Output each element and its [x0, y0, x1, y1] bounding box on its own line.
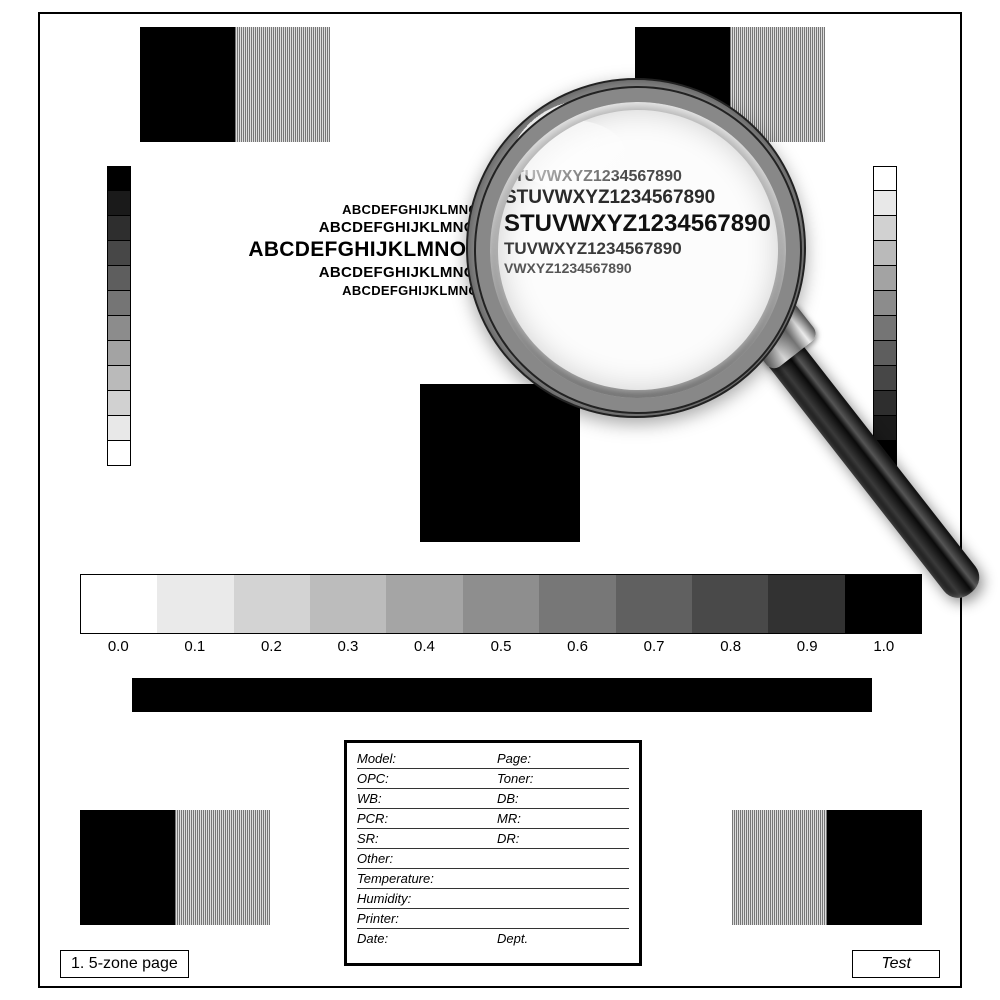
field-pcr: PCR: — [357, 811, 489, 826]
right-gray-ramp — [873, 166, 897, 466]
gray-ramp-labels: 0.00.10.20.30.40.50.60.70.80.91.0 — [80, 638, 922, 655]
ramp-label: 0.9 — [769, 638, 846, 655]
black-swatch — [80, 810, 175, 925]
hatch-swatch — [175, 810, 270, 925]
ramp-label: 0.7 — [616, 638, 693, 655]
hatch-swatch — [732, 810, 827, 925]
ramp-label: 0.5 — [463, 638, 540, 655]
solid-black-bar — [132, 678, 872, 712]
alpha-line-2: ABCDEFGHIJKLMNOPQRSTUVWXYZ1234567890 — [220, 219, 780, 236]
ramp-label: 0.4 — [386, 638, 463, 655]
field-mr: MR: — [497, 811, 629, 826]
field-dr: DR: — [497, 831, 629, 846]
ramp-label: 0.0 — [80, 638, 157, 655]
ramp-label: 0.2 — [233, 638, 310, 655]
field-printer: Printer: — [357, 911, 629, 926]
center-black-square — [420, 384, 580, 542]
ramp-label: 0.3 — [310, 638, 387, 655]
black-swatch — [827, 810, 922, 925]
zone-label: 1. 5-zone page — [60, 950, 189, 978]
alpha-line-5: ABCDEFGHIJKLMNOPQRSTUVWXYZ1234567890 — [220, 283, 780, 298]
alpha-line-1: ABCDEFGHIJKLMNOPQRSTUVWXYZ1234567890 — [220, 202, 780, 217]
field-model: Model: — [357, 751, 489, 766]
hatch-swatch — [730, 27, 825, 142]
black-swatch — [635, 27, 730, 142]
field-page: Page: — [497, 751, 629, 766]
field-wb: WB: — [357, 791, 489, 806]
ramp-label: 0.8 — [692, 638, 769, 655]
ramp-label: 0.6 — [539, 638, 616, 655]
alpha-line-4: ABCDEFGHIJKLMNOPQRSTUVWXYZ1234567890 — [220, 264, 780, 281]
left-gray-ramp — [107, 166, 131, 466]
info-box: Model: Page: OPC: Toner: WB: DB: PCR: MR… — [344, 740, 642, 966]
top-right-swatch — [635, 27, 825, 142]
top-left-swatch — [140, 27, 330, 142]
bottom-left-swatch — [80, 810, 270, 925]
field-date: Date: — [357, 931, 489, 946]
hatch-swatch — [235, 27, 330, 142]
field-temperature: Temperature: — [357, 871, 629, 886]
test-page: ABCDEFGHIJKLMNOPQRSTUVWXYZ1234567890 ABC… — [38, 12, 962, 988]
alphabet-test-block: ABCDEFGHIJKLMNOPQRSTUVWXYZ1234567890 ABC… — [220, 202, 780, 298]
black-swatch — [140, 27, 235, 142]
ramp-label: 0.1 — [157, 638, 234, 655]
field-humidity: Humidity: — [357, 891, 629, 906]
field-db: DB: — [497, 791, 629, 806]
field-sr: SR: — [357, 831, 489, 846]
field-other: Other: — [357, 851, 629, 866]
ramp-label: 1.0 — [845, 638, 922, 655]
field-toner: Toner: — [497, 771, 629, 786]
alpha-line-3: ABCDEFGHIJKLMNOPQRSTUVWXYZ1234567890 — [220, 238, 780, 262]
field-dept: Dept. — [497, 931, 629, 946]
test-label: Test — [852, 950, 940, 978]
horizontal-gray-ramp — [80, 574, 922, 634]
field-opc: OPC: — [357, 771, 489, 786]
bottom-right-swatch — [732, 810, 922, 925]
